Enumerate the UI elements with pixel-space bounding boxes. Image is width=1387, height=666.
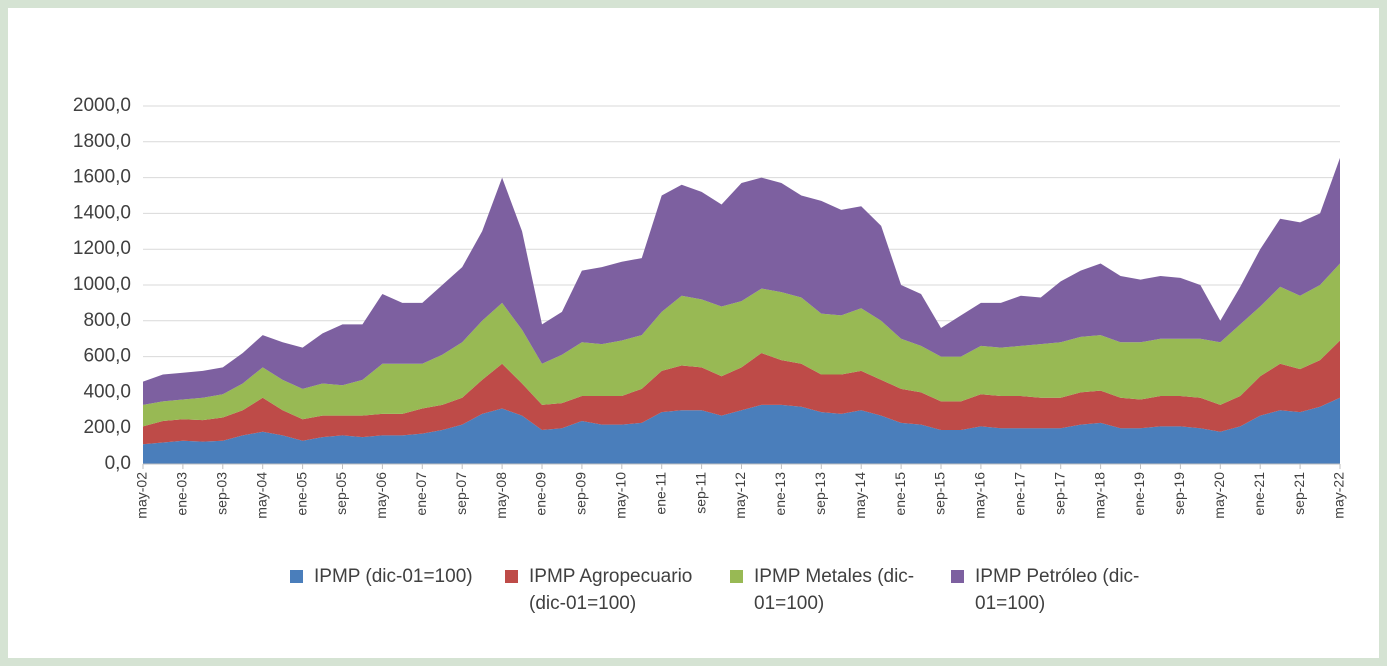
area bbox=[143, 263, 1340, 427]
legend-label: IPMP Metales (dic-01=100) bbox=[754, 566, 915, 614]
x-tick-label: ene-11 bbox=[652, 472, 668, 515]
y-tick-label: 1400,0 bbox=[73, 202, 131, 223]
x-tick-label: may-12 bbox=[732, 472, 748, 519]
area bbox=[143, 340, 1340, 445]
x-tick-label: ene-05 bbox=[293, 472, 309, 516]
legend-swatch bbox=[730, 570, 743, 583]
x-tick-label: sep-07 bbox=[453, 472, 469, 515]
y-tick-label: 2000,0 bbox=[73, 95, 131, 116]
x-tick-label: sep-11 bbox=[692, 472, 708, 514]
x-tick-label: ene-15 bbox=[892, 472, 908, 516]
legend-label: IPMP Petróleo (dic-01=100) bbox=[975, 566, 1140, 614]
y-tick-label: 0,0 bbox=[105, 453, 131, 474]
legend-label: IPMP (dic-01=100) bbox=[314, 566, 473, 587]
x-tick-label: ene-21 bbox=[1251, 472, 1267, 516]
x-tick-label: may-14 bbox=[852, 472, 868, 519]
x-tick-label: sep-05 bbox=[333, 472, 349, 515]
legend-swatch bbox=[505, 570, 518, 583]
x-tick-label: may-02 bbox=[134, 472, 150, 519]
x-tick-label: ene-09 bbox=[533, 472, 549, 516]
y-tick-label: 800,0 bbox=[83, 310, 131, 331]
y-tick-label: 200,0 bbox=[83, 417, 131, 438]
x-tick-label: may-22 bbox=[1331, 472, 1347, 519]
x-tick-label: ene-17 bbox=[1012, 472, 1028, 516]
x-tick-label: sep-03 bbox=[214, 472, 230, 515]
x-tick-label: may-16 bbox=[972, 472, 988, 519]
y-tick-label: 1200,0 bbox=[73, 238, 131, 259]
y-tick-label: 1600,0 bbox=[73, 167, 131, 188]
legend-item: IPMP Petróleo (dic-01=100) bbox=[951, 563, 1145, 617]
legend-item: IPMP (dic-01=100) bbox=[290, 563, 484, 590]
legend-item: IPMP Agropecuario (dic-01=100) bbox=[505, 563, 699, 617]
x-tick-label: may-20 bbox=[1211, 472, 1227, 519]
x-tick-label: ene-13 bbox=[772, 472, 788, 516]
legend-swatch bbox=[951, 570, 964, 583]
area bbox=[143, 157, 1340, 405]
x-tick-label: sep-15 bbox=[932, 472, 948, 515]
x-tick-label: sep-19 bbox=[1171, 472, 1187, 515]
x-tick-label: may-04 bbox=[253, 472, 269, 519]
y-tick-label: 600,0 bbox=[83, 346, 131, 367]
legend-item: IPMP Metales (dic-01=100) bbox=[730, 563, 924, 617]
legend-swatch bbox=[290, 570, 303, 583]
x-tick-label: sep-21 bbox=[1291, 472, 1307, 515]
y-tick-label: 1800,0 bbox=[73, 131, 131, 152]
x-tick-label: ene-19 bbox=[1131, 472, 1147, 516]
x-tick-label: may-08 bbox=[493, 472, 509, 519]
x-tick-label: may-18 bbox=[1091, 472, 1107, 519]
x-tick-label: may-06 bbox=[373, 472, 389, 519]
x-tick-label: sep-17 bbox=[1051, 472, 1067, 515]
y-tick-label: 400,0 bbox=[83, 381, 131, 402]
x-tick-label: ene-07 bbox=[413, 472, 429, 516]
legend-label: IPMP Agropecuario (dic-01=100) bbox=[529, 566, 693, 614]
x-tick-label: sep-13 bbox=[812, 472, 828, 515]
y-tick-label: 1000,0 bbox=[73, 274, 131, 295]
x-tick-label: ene-03 bbox=[174, 472, 190, 516]
area bbox=[143, 397, 1340, 464]
x-tick-label: sep-09 bbox=[573, 472, 589, 515]
x-tick-label: may-10 bbox=[613, 472, 629, 519]
